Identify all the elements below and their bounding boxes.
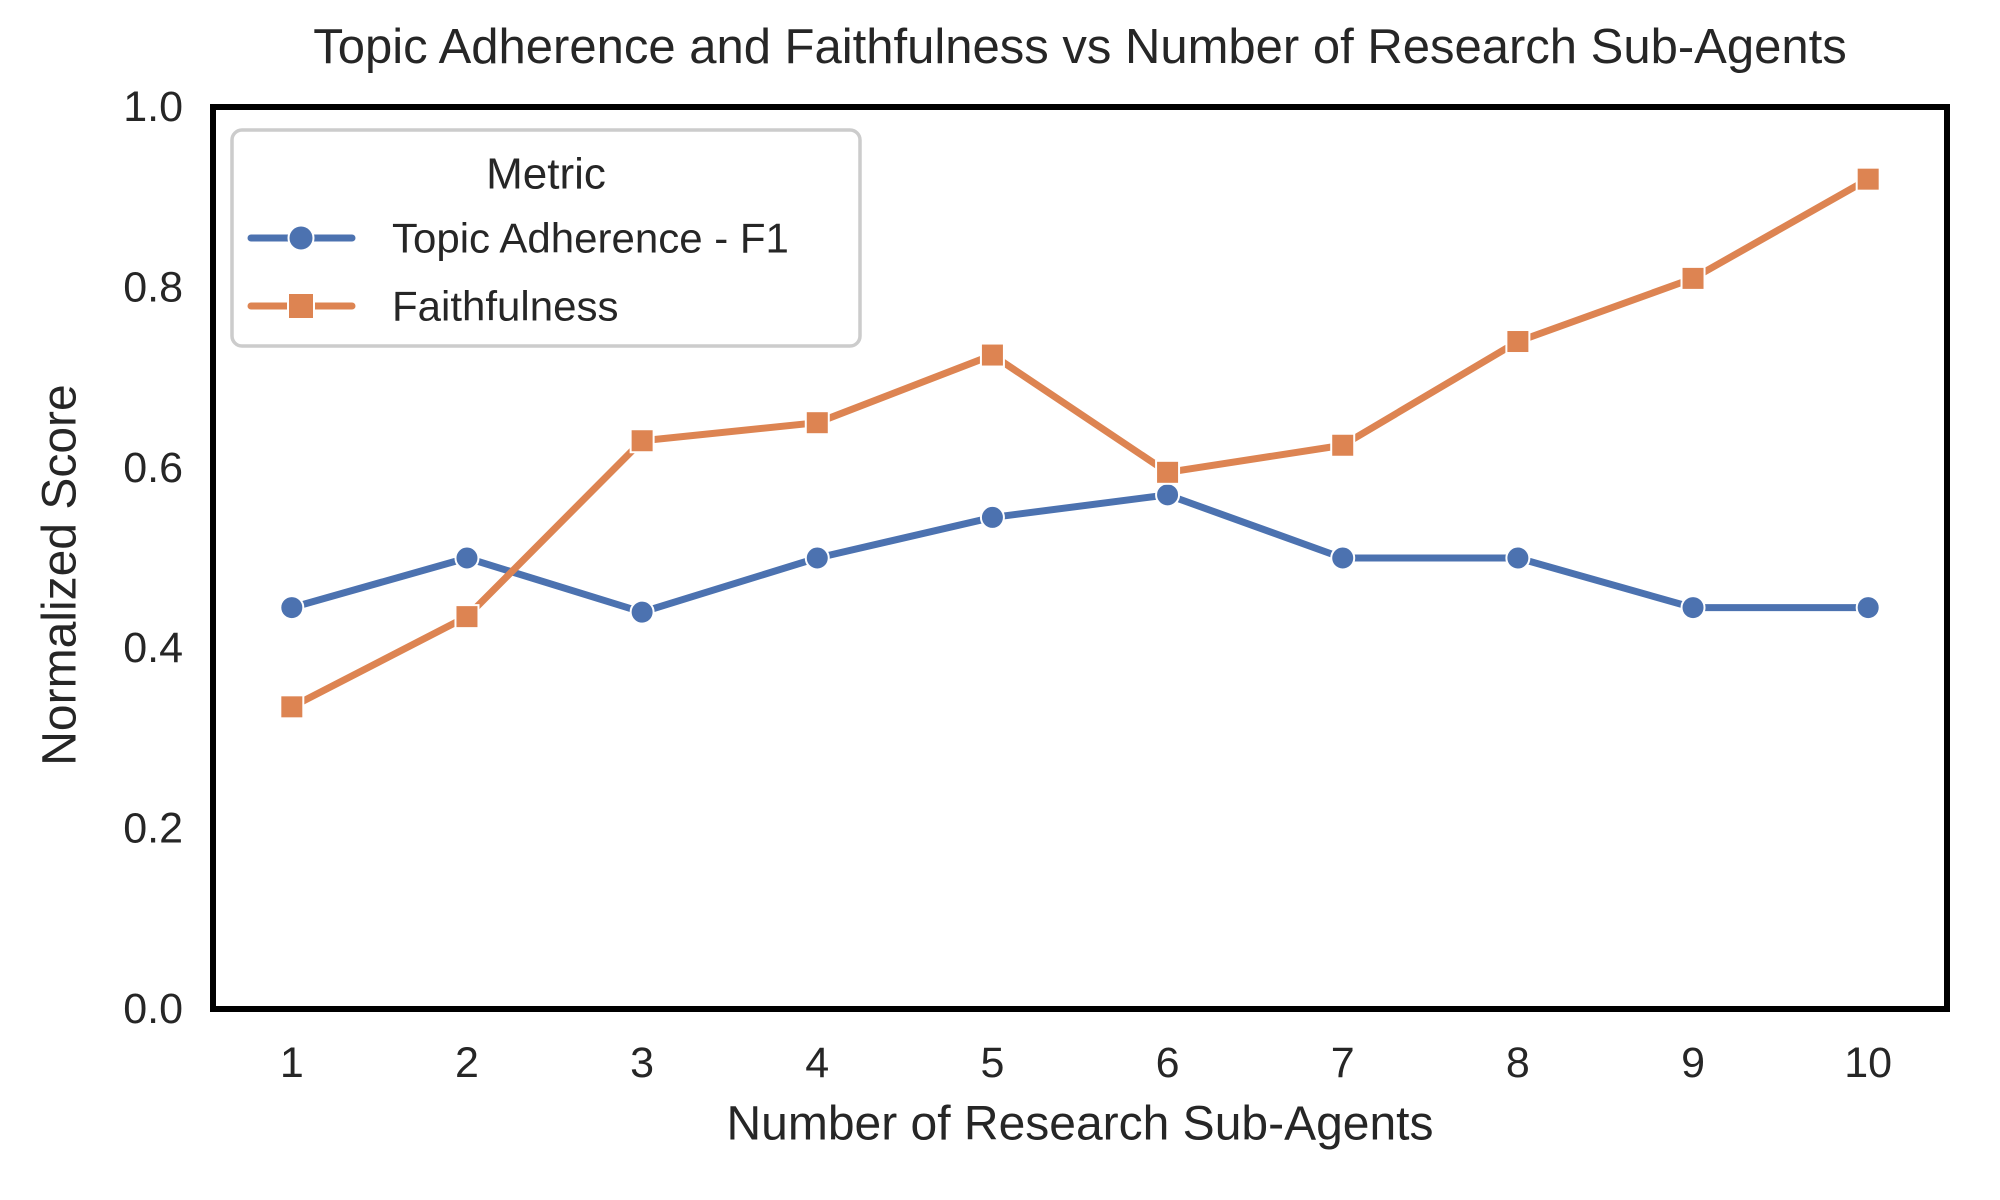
data-point-circle [804,545,830,571]
data-point-square [979,342,1005,368]
data-point-circle [1155,482,1181,508]
legend-entry-label: Faithfulness [392,283,618,330]
y-tick-label: 1.0 [123,83,183,131]
x-tick-label: 1 [280,1039,304,1087]
data-point-circle [629,599,655,625]
data-point-square [1330,432,1356,458]
legend: Metric Topic Adherence - F1 Faithfulness [230,128,862,348]
legend-entry-faithfulness: Faithfulness [247,283,618,330]
data-point-square [1505,329,1531,355]
data-point-circle [979,504,1005,530]
series-layer [279,166,1881,720]
y-tick-label: 0.4 [123,624,183,672]
x-tick-label: 4 [805,1039,829,1087]
x-tick-label: 10 [1844,1039,1892,1087]
data-point-square [454,604,480,630]
x-axis-tick-labels: 1 2 3 4 5 6 7 8 9 10 [280,1039,1892,1087]
data-point-square [1855,166,1881,192]
chart-title: Topic Adherence and Faithfulness vs Numb… [313,20,1846,74]
legend-entry-topic-adherence-f1: Topic Adherence - F1 [247,215,789,262]
data-point-circle [1505,545,1531,571]
y-tick-label: 0.6 [123,444,183,492]
data-point-circle [279,595,305,621]
data-point-circle [454,545,480,571]
x-tick-label: 9 [1681,1039,1705,1087]
data-point-circle [1855,595,1881,621]
data-point-square [1155,459,1181,485]
x-tick-label: 2 [455,1039,479,1087]
x-tick-label: 3 [630,1039,654,1087]
x-tick-label: 6 [1156,1039,1180,1087]
data-point-circle [1680,595,1706,621]
square-marker-icon [287,292,315,320]
circle-marker-icon [287,224,315,252]
y-axis-label: Normalized Score [34,384,87,765]
x-tick-label: 8 [1506,1039,1530,1087]
x-tick-label: 7 [1331,1039,1355,1087]
data-point-circle [1330,545,1356,571]
y-tick-label: 0.2 [123,805,183,853]
data-point-square [1680,265,1706,291]
y-tick-label: 0.0 [123,985,183,1033]
legend-entry-label: Topic Adherence - F1 [392,215,789,262]
y-tick-label: 0.8 [123,263,183,311]
x-axis-label: Number of Research Sub-Agents [726,1098,1433,1151]
legend-title: Metric [486,150,606,199]
x-tick-label: 5 [980,1039,1004,1087]
data-point-square [629,428,655,454]
y-axis-tick-labels: 0.0 0.2 0.4 0.6 0.8 1.0 [123,83,183,1033]
plot-frame [210,104,1950,1012]
legend-box [230,128,862,348]
data-point-square [279,694,305,720]
data-point-square [804,410,830,436]
series-line-1 [288,175,1872,711]
series-line-0 [288,491,1872,616]
